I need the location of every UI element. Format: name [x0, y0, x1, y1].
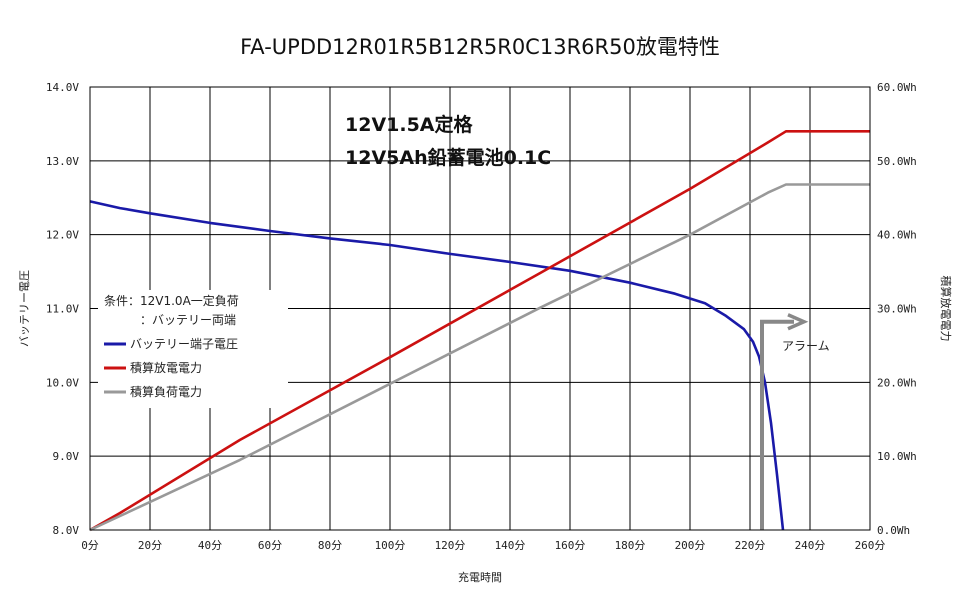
x-tick-label: 120分 [435, 539, 466, 552]
x-tick-label: 140分 [495, 539, 526, 552]
legend-background [98, 290, 288, 408]
x-tick-label: 100分 [375, 539, 406, 552]
series-line-3 [89, 183, 870, 532]
legend: 条件：12V1.0A一定負荷 ：バッテリー両端 バッテリー端子電圧積算放電電力積… [98, 290, 288, 408]
y-axis-right-label: 積算放電電力 [939, 276, 953, 342]
x-tick-label: 20分 [138, 539, 162, 552]
spec-line-2: 12V5Ah鉛蓄電池0.1C [345, 146, 551, 169]
y-right-tick-label: 50.0Wh [877, 155, 917, 168]
y-left-tick-label: 8.0V [53, 524, 80, 537]
series-line-2 [89, 130, 870, 532]
x-tick-label: 0分 [81, 539, 99, 552]
spec-line-1: 12V1.5A定格 [345, 113, 474, 136]
x-tick-label: 240分 [795, 539, 826, 552]
x-tick-label: 160分 [555, 539, 586, 552]
y-axis-left-label: バッテリー電圧 [18, 270, 31, 347]
condition-line-2: ：バッテリー両端 [140, 313, 236, 327]
y-right-tick-label: 30.0Wh [877, 303, 917, 316]
tick-labels: 0分 20分 40分 60分 80分 100分 120分 140分 160分 180分 200分 22… [46, 81, 917, 552]
x-tick-label: 80分 [318, 539, 342, 552]
y-left-tick-label: 11.0V [46, 303, 79, 316]
x-tick-label: 180分 [615, 539, 646, 552]
legend-label: バッテリー端子電圧 [130, 337, 238, 351]
plot-frame [89, 86, 871, 531]
y-left-tick-label: 10.0V [46, 376, 79, 389]
x-tick-label: 60分 [258, 539, 282, 552]
x-tick-label: 200分 [675, 539, 706, 552]
legend-label: 積算放電電力 [130, 360, 202, 375]
y-right-tick-label: 40.0Wh [877, 229, 917, 242]
y-right-tick-label: 10.0Wh [877, 450, 917, 463]
y-left-tick-label: 14.0V [46, 81, 79, 94]
y-right-tick-label: 20.0Wh [877, 376, 917, 389]
y-left-tick-label: 9.0V [53, 450, 80, 463]
y-right-tick-label: 0.0Wh [877, 524, 910, 537]
alarm-marker [760, 313, 809, 530]
chart-title: FA-UPDD12R01R5B12R5R0C13R6R50放電特性 [240, 35, 720, 59]
x-tick-label: 260分 [855, 539, 886, 552]
x-tick-label: 220分 [735, 539, 766, 552]
alarm-arrow-head [787, 313, 809, 331]
x-axis-label: 充電時間 [458, 570, 502, 584]
y-right-tick-label: 60.0Wh [877, 81, 917, 94]
condition-line-1: 条件：12V1.0A一定負荷 [104, 293, 239, 308]
alarm-label: アラーム [782, 339, 830, 353]
y-left-tick-label: 13.0V [46, 155, 79, 168]
y-left-tick-label: 12.0V [46, 229, 79, 242]
legend-label: 積算負荷電力 [130, 384, 202, 399]
x-tick-label: 40分 [198, 539, 222, 552]
